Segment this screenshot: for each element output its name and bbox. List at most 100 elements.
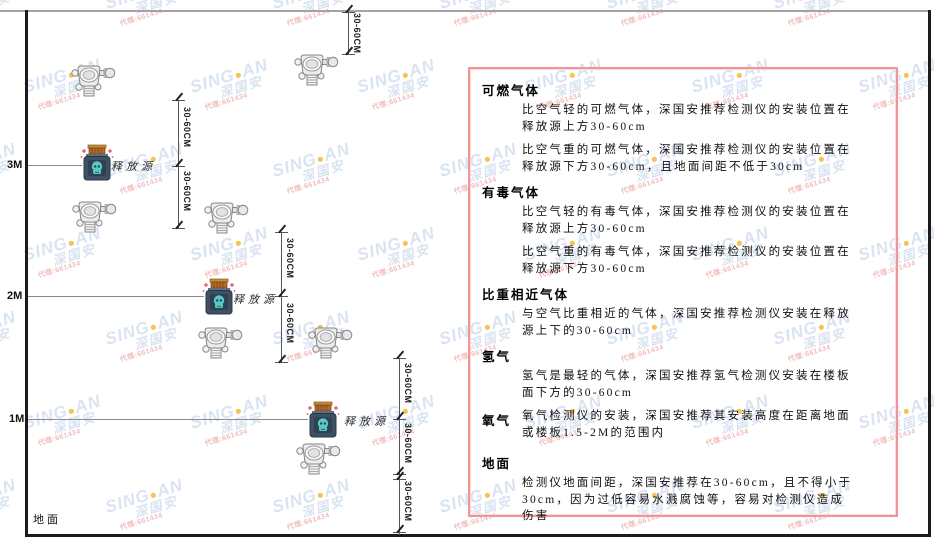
height-label-2m: 2M	[7, 290, 23, 302]
dimension-tick	[393, 419, 406, 420]
watermark-cjk: 深国安	[384, 241, 432, 269]
watermark-subtext: 代理:661434	[204, 428, 249, 448]
notes-section-heading: 比重相近气体	[482, 288, 570, 302]
watermark-dot-icon: ●	[147, 318, 160, 335]
release-source-label-1m: 释放源	[344, 416, 389, 428]
watermark-cjk: 深国安	[0, 0, 13, 17]
release-source-icon-3m	[79, 144, 114, 181]
watermark-cjk: 深国安	[132, 493, 180, 521]
watermark-cjk: 深国安	[217, 409, 265, 437]
watermark-dot-icon: ●	[65, 234, 78, 251]
watermark-brand: SING●AN	[20, 391, 104, 433]
watermark-subtext: 代理:661434	[286, 176, 331, 196]
dimension-label: 30-60CM	[182, 107, 192, 148]
watermark-cjk: 深国安	[299, 157, 347, 185]
watermark-cjk: 深国安	[466, 0, 514, 17]
watermark-brand: SING●AN	[102, 475, 186, 517]
watermark-dot-icon: ●	[147, 486, 160, 503]
release-source-label-3m: 释放源	[111, 161, 156, 173]
watermark-subtext: 代理:661434	[204, 92, 249, 112]
dimension-label: 30-60CM	[403, 363, 413, 404]
gas-detector-icon	[72, 201, 117, 233]
watermark-brand: SING●AN	[0, 307, 19, 334]
notes-paragraph: 比空气轻的可燃气体，深国安推荐检测仪的安装位置在释放源上方30-60cm	[522, 104, 851, 133]
notes-section: 有毒气体比空气轻的有毒气体，深国安推荐检测仪的安装位置在释放源上方30-60cm…	[482, 182, 884, 277]
notes-section: 比重相近气体与空气比重相近的气体，深国安推荐检测仪安装在释放源上下的30-60c…	[482, 284, 884, 339]
notes-paragraph: 氧气检测仪的安装，深国安推荐其安装高度在距离地面或楼板1.5-2M的范围内	[522, 410, 851, 439]
watermark-cjk: 深国安	[132, 325, 180, 353]
dimension-line	[399, 358, 400, 535]
watermark-dot-icon: ●	[232, 234, 245, 251]
notes-section-heading: 有毒气体	[482, 186, 541, 200]
watermark-subtext: 代理:661434	[0, 504, 24, 533]
notes-paragraph: 氢气是最轻的气体，深国安推荐氢气检测仪安装在楼板面下方的30-60cm	[522, 370, 851, 399]
gas-detector-icon	[296, 443, 341, 475]
watermark-cjk: 深国安	[299, 493, 347, 521]
release-source-label-2m: 释放源	[233, 294, 278, 306]
watermark-cjk: 深国安	[633, 0, 681, 17]
notes-paragraph: 比空气轻的有毒气体，深国安推荐检测仪的安装位置在释放源上方30-60cm	[522, 206, 851, 235]
gas-detector-icon	[71, 65, 116, 97]
watermark-brand: SING●AN	[102, 307, 186, 349]
watermark-cjk: 深国安	[50, 241, 98, 269]
watermark-dot-icon: ●	[314, 486, 327, 503]
watermark-cjk: 深国安	[0, 493, 13, 521]
notes-section-heading: 地面	[482, 457, 512, 471]
watermark-brand: SING●AN	[187, 391, 271, 433]
leader-line-2m	[28, 296, 204, 297]
dimension-tick	[172, 228, 185, 229]
notes-paragraph: 检测仪地面间距，深国安推荐在30-60cm，且不得小于30cm，因为过低容易水溅…	[522, 477, 853, 522]
gas-detector-icon	[204, 202, 249, 234]
watermark-cjk: 深国安	[132, 0, 180, 17]
watermark-cjk: 深国安	[217, 73, 265, 101]
watermark-dot-icon: ●	[232, 66, 245, 83]
dimension-tick	[275, 232, 288, 233]
dimension-line	[348, 12, 349, 54]
watermark-subtext: 代理:661434	[453, 8, 498, 28]
watermark-brand: SING●AN	[187, 55, 271, 97]
gas-detector-icon	[198, 327, 243, 359]
watermark-cjk: 深国安	[217, 241, 265, 269]
notes-section: 氧气 氧气检测仪的安装，深国安推荐其安装高度在距离地面或楼板1.5-2M的范围内	[482, 408, 884, 448]
watermark-dot-icon: ●	[65, 402, 78, 419]
watermark-subtext: 代理:661434	[0, 336, 24, 365]
watermark-brand: SING●AN	[0, 475, 19, 502]
watermark-cjk: 深国安	[800, 0, 848, 17]
dimension-label: 30-60CM	[403, 423, 413, 464]
dimension-line	[281, 232, 282, 362]
dimension-tick	[172, 100, 185, 101]
height-label-3m: 3M	[7, 159, 23, 171]
notes-section-heading: 可燃气体	[482, 84, 541, 98]
release-source-icon-1m	[306, 401, 340, 438]
watermark-brand: SING●AN	[354, 223, 438, 265]
wall-line	[25, 10, 28, 537]
notes-paragraph: 比空气重的有毒气体，深国安推荐检测仪的安装位置在释放源下方30-60cm	[522, 246, 851, 275]
watermark-subtext: 代理:661434	[286, 512, 331, 532]
watermark-dot-icon: ●	[314, 150, 327, 167]
dimension-label: 30-60CM	[403, 481, 413, 522]
installation-notes-box: 可燃气体比空气轻的可燃气体，深国安推荐检测仪的安装位置在释放源上方30-60cm…	[468, 67, 898, 522]
notes-paragraph: 与空气比重相近的气体，深国安推荐检测仪安装在释放源上下的30-60cm	[522, 308, 851, 337]
ground-line	[25, 534, 931, 537]
watermark-dot-icon: ●	[900, 66, 913, 83]
watermark-dot-icon: ●	[900, 402, 913, 419]
notes-paragraph: 比空气重的可燃气体，深国安推荐检测仪的安装位置在释放源下方30-60cm，且地面…	[522, 144, 851, 173]
dimension-tick	[275, 362, 288, 363]
